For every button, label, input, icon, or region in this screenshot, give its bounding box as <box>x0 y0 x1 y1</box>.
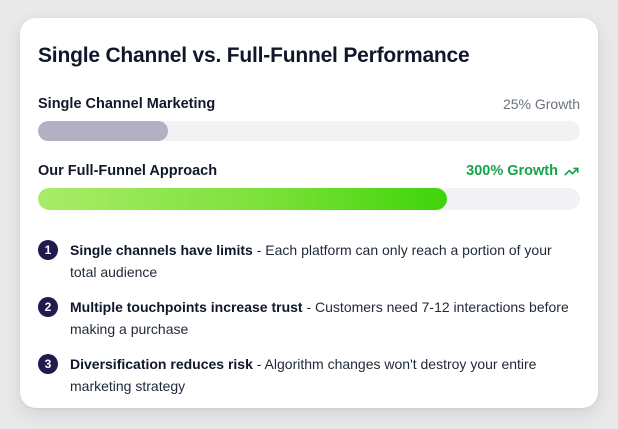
bullet-description: - Each platform can only reach a portion… <box>70 242 552 280</box>
full-funnel-progress-track <box>38 188 580 210</box>
single-channel-bar-row: Single Channel Marketing 25% Growth <box>38 95 580 141</box>
full-funnel-growth-value: 300% Growth <box>466 163 580 179</box>
full-funnel-progress-fill <box>38 188 448 210</box>
list-item: 1 Single channels have limits - Each pla… <box>38 239 580 283</box>
bullet-number-badge: 2 <box>38 297 58 317</box>
single-channel-progress-track <box>38 121 580 141</box>
key-points-list: 1 Single channels have limits - Each pla… <box>38 239 580 397</box>
bullet-text: Diversification reduces risk - Algorithm… <box>70 353 578 397</box>
full-funnel-bar-row: Our Full-Funnel Approach 300% Growth <box>38 162 580 210</box>
single-channel-progress-fill <box>38 121 169 141</box>
bullet-description: - Algorithm changes won't destroy your e… <box>70 356 537 394</box>
page-title: Single Channel vs. Full-Funnel Performan… <box>38 44 470 67</box>
bullet-title: Single channels have limits <box>70 242 253 258</box>
full-funnel-bar-header: Our Full-Funnel Approach 300% Growth <box>38 162 580 180</box>
bullet-number-badge: 3 <box>38 354 58 374</box>
list-item: 2 Multiple touchpoints increase trust - … <box>38 296 580 340</box>
single-channel-bar-header: Single Channel Marketing 25% Growth <box>38 95 580 113</box>
single-channel-label: Single Channel Marketing <box>38 96 216 112</box>
bullet-description: - Customers need 7-12 interactions befor… <box>70 299 569 337</box>
bullet-number-badge: 1 <box>38 240 58 260</box>
trending-up-icon <box>563 164 580 179</box>
bullet-text: Single channels have limits - Each platf… <box>70 239 578 283</box>
bullet-title: Multiple touchpoints increase trust <box>70 299 303 315</box>
list-item: 3 Diversification reduces risk - Algorit… <box>38 353 580 397</box>
full-funnel-label: Our Full-Funnel Approach <box>38 163 218 179</box>
full-funnel-growth-text: 300% Growth <box>466 163 558 179</box>
single-channel-growth-value: 25% Growth <box>502 96 580 112</box>
bullet-text: Multiple touchpoints increase trust - Cu… <box>70 296 578 340</box>
bullet-title: Diversification reduces risk <box>70 356 253 372</box>
performance-comparison-card: Single Channel vs. Full-Funnel Performan… <box>20 18 598 408</box>
